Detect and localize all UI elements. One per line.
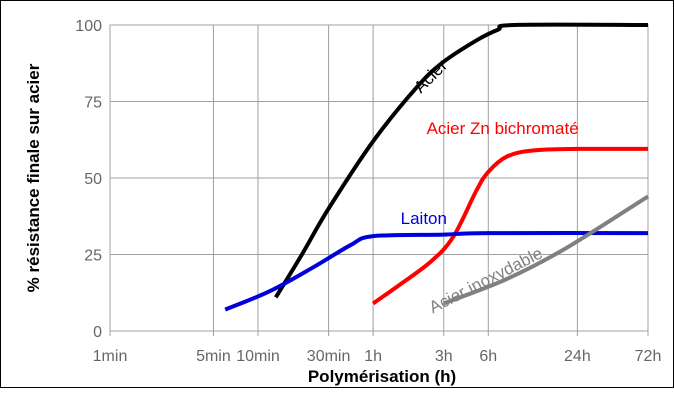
tick-labels: 0 25 50 75 100 1min 5min 10min 30min 1h 3h 6h 24h 72h bbox=[75, 18, 661, 365]
y-tick-label: 0 bbox=[93, 324, 102, 341]
series-label-laiton: Laiton bbox=[401, 209, 447, 228]
x-tick-label: 10min bbox=[236, 348, 280, 365]
y-tick-label: 75 bbox=[84, 95, 102, 112]
x-tick-label: 5min bbox=[196, 348, 231, 365]
plot-border bbox=[109, 24, 649, 332]
y-tick-label: 100 bbox=[75, 18, 102, 35]
x-tick-label: 1h bbox=[364, 348, 382, 365]
x-tick-label: 1min bbox=[93, 348, 128, 365]
x-tick-label: 30min bbox=[307, 348, 351, 365]
series-group bbox=[224, 22, 650, 312]
y-tick-label: 25 bbox=[84, 248, 102, 265]
grid bbox=[109, 24, 649, 336]
series-line-laiton bbox=[224, 230, 649, 312]
series-line-acier-zn-bichromate bbox=[371, 146, 649, 306]
series-line-acier-inoxydable bbox=[442, 194, 650, 306]
y-axis-title: % résistance finale sur acier bbox=[24, 63, 43, 292]
y-tick-label: 50 bbox=[84, 171, 102, 188]
x-axis-title: Polymérisation (h) bbox=[308, 367, 456, 386]
x-tick-label: 72h bbox=[635, 348, 662, 365]
x-tick-label: 3h bbox=[435, 348, 453, 365]
x-tick-label: 24h bbox=[564, 348, 591, 365]
series-label-acier-zn-bichromate: Acier Zn bichromaté bbox=[427, 119, 579, 138]
x-tick-label: 6h bbox=[479, 348, 497, 365]
series-line-acier bbox=[274, 22, 649, 299]
